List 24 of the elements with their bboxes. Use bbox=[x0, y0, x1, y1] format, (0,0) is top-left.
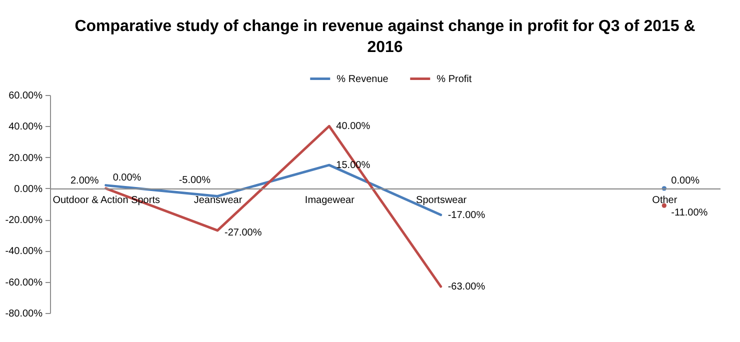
y-tick-label: 0.00% bbox=[14, 184, 43, 195]
data-label: 0.00% bbox=[671, 175, 700, 186]
y-tick-label: -20.00% bbox=[5, 215, 43, 226]
data-label: -63.00% bbox=[448, 282, 486, 293]
x-tick-label: Imagewear bbox=[304, 194, 356, 206]
y-tick-label: -40.00% bbox=[5, 246, 43, 258]
data-label: 40.00% bbox=[336, 121, 370, 132]
y-tick-label: 40.00% bbox=[8, 122, 43, 133]
data-label: 0.00% bbox=[112, 172, 142, 184]
data-label: -11.00% bbox=[671, 208, 708, 219]
data-label: -17.00% bbox=[448, 210, 486, 221]
x-tick-label: Sportswear bbox=[416, 194, 468, 206]
y-tick-label: 20.00% bbox=[8, 152, 43, 164]
chart-title: Comparative study of change in revenue against change in profit for Q3 of 2015 & 2016 bbox=[74, 18, 696, 56]
legend-label: % Profit bbox=[436, 74, 472, 85]
y-tick-label: -80.00% bbox=[5, 308, 43, 320]
data-label: -5.00% bbox=[178, 175, 211, 186]
data-label: 2.00% bbox=[70, 175, 99, 186]
legend-label: % Revenue bbox=[336, 74, 389, 85]
y-tick-label: -60.00% bbox=[5, 277, 43, 288]
x-tick-label: Jeanswear bbox=[194, 194, 243, 206]
data-label: -27.00% bbox=[224, 227, 262, 238]
x-tick-label: Other bbox=[652, 194, 678, 206]
y-tick-label: 60.00% bbox=[8, 90, 43, 102]
